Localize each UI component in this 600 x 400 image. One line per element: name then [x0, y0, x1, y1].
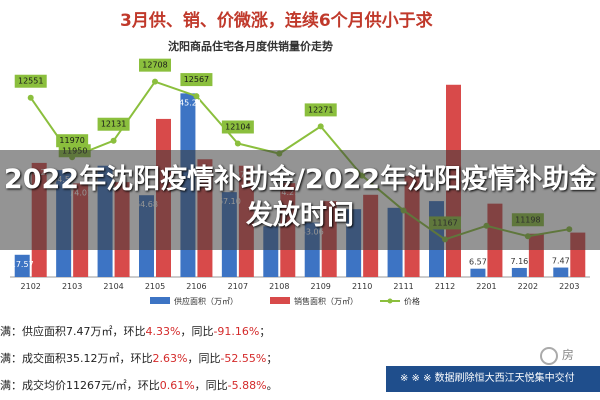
summary-line-supply: 满：供应面积7.47万㎡，环比4.33%，同比-91.16%；	[0, 318, 380, 345]
yoy-change: -91.16%	[213, 325, 260, 338]
source-label: 房	[561, 348, 574, 362]
x-tick-label: 2111	[393, 282, 413, 291]
data-label: 12551	[18, 77, 43, 86]
mom-change: 4.33%	[145, 325, 181, 338]
data-label: 7.47	[552, 257, 570, 266]
price-point	[152, 78, 158, 85]
x-tick-label: 2105	[145, 282, 165, 291]
price-point	[27, 94, 34, 101]
price-point	[234, 140, 241, 147]
summary-line-price: 满：成交均价11267元/㎡，环比0.61%，同比-5.88%。	[0, 372, 380, 399]
price-label-box	[97, 117, 130, 131]
legend-swatch	[270, 297, 290, 304]
x-tick-label: 2104	[103, 282, 123, 291]
footnote-banner: ※ ※ ※ 数据刷除恒大西江天悦集中交付	[386, 366, 600, 392]
price-label-box	[221, 120, 254, 134]
price-point	[110, 137, 117, 144]
data-label: 12708	[142, 61, 167, 70]
summary-panel: 满：供应面积7.47万㎡，环比4.33%，同比-91.16%； 满：成交面积35…	[0, 318, 380, 399]
price-label-box	[14, 74, 47, 88]
x-tick-label: 2106	[186, 282, 206, 291]
legend-swatch	[387, 298, 393, 304]
chart-title: 沈阳商品住宅各月度供销量价走势	[168, 40, 333, 53]
price-label-box	[304, 103, 337, 117]
source-logo-icon	[540, 346, 558, 365]
data-label: 12271	[308, 105, 333, 114]
legend-label: 价格	[404, 296, 420, 306]
summary-text: ，同比	[180, 325, 214, 338]
bar-supply	[553, 267, 569, 277]
x-tick-label: 2112	[435, 282, 455, 291]
bar-supply	[511, 267, 527, 277]
summary-line-sales: 满：成交面积35.12万㎡，环比2.63%，同比-52.55%；	[0, 345, 380, 372]
summary-text: ，同比	[194, 379, 228, 392]
bar-supply	[14, 254, 30, 277]
source-watermark: 房	[540, 346, 574, 365]
price-label-box	[180, 73, 213, 87]
summary-text: 满：供应面积7.47万㎡，环比	[0, 325, 146, 338]
bar-supply	[470, 268, 486, 277]
summary-text: ，同比	[187, 352, 221, 365]
data-label: 17.57	[11, 260, 34, 269]
price-point	[317, 123, 324, 130]
overlay-title: 2022年沈阳疫情补助金/2022年沈阳疫情补助金发放时间	[3, 164, 597, 231]
headline: 3月供、销、价微涨，连续6个月供小于求	[120, 11, 433, 31]
mom-change: 2.63%	[152, 352, 188, 365]
x-tick-label: 2102	[21, 282, 41, 291]
data-label: 12131	[101, 120, 126, 129]
x-tick-label: 2110	[352, 282, 372, 291]
x-tick-label: 2202	[518, 282, 538, 291]
legend-swatch	[150, 297, 170, 304]
data-label: 145.21	[174, 98, 202, 107]
x-tick-label: 2201	[476, 282, 496, 291]
data-label: 12567	[184, 75, 209, 84]
legend-label: 供应面积（万㎡）	[174, 296, 238, 306]
summary-text: ；	[266, 352, 278, 365]
x-tick-label: 2203	[559, 282, 579, 291]
yoy-change: -5.88%	[227, 379, 267, 392]
summary-text: 满：成交均价11267元/㎡，环比	[0, 379, 160, 392]
x-tick-label: 2103	[62, 282, 82, 291]
summary-text: ；	[259, 325, 271, 338]
overlay-band	[0, 150, 600, 250]
legend-label: 销售面积（万㎡）	[294, 296, 358, 306]
data-label: 7.16	[510, 257, 528, 266]
price-label-box	[56, 134, 89, 148]
header: 3月供、销、价微涨，连续6个月供小于求	[0, 0, 600, 36]
yoy-change: -52.55%	[220, 352, 267, 365]
x-tick-label: 2107	[228, 282, 248, 291]
data-label: 6.57	[469, 258, 487, 267]
summary-text: 满：成交面积35.12万㎡，环比	[0, 352, 153, 365]
mom-change: 0.61%	[159, 379, 195, 392]
data-label: 12104	[225, 122, 250, 131]
x-tick-label: 2108	[269, 282, 289, 291]
summary-text: 。	[266, 379, 278, 392]
price-point	[193, 93, 200, 100]
x-tick-label: 2109	[311, 282, 331, 291]
price-label-box	[139, 58, 171, 72]
data-label: 11970	[59, 136, 84, 145]
